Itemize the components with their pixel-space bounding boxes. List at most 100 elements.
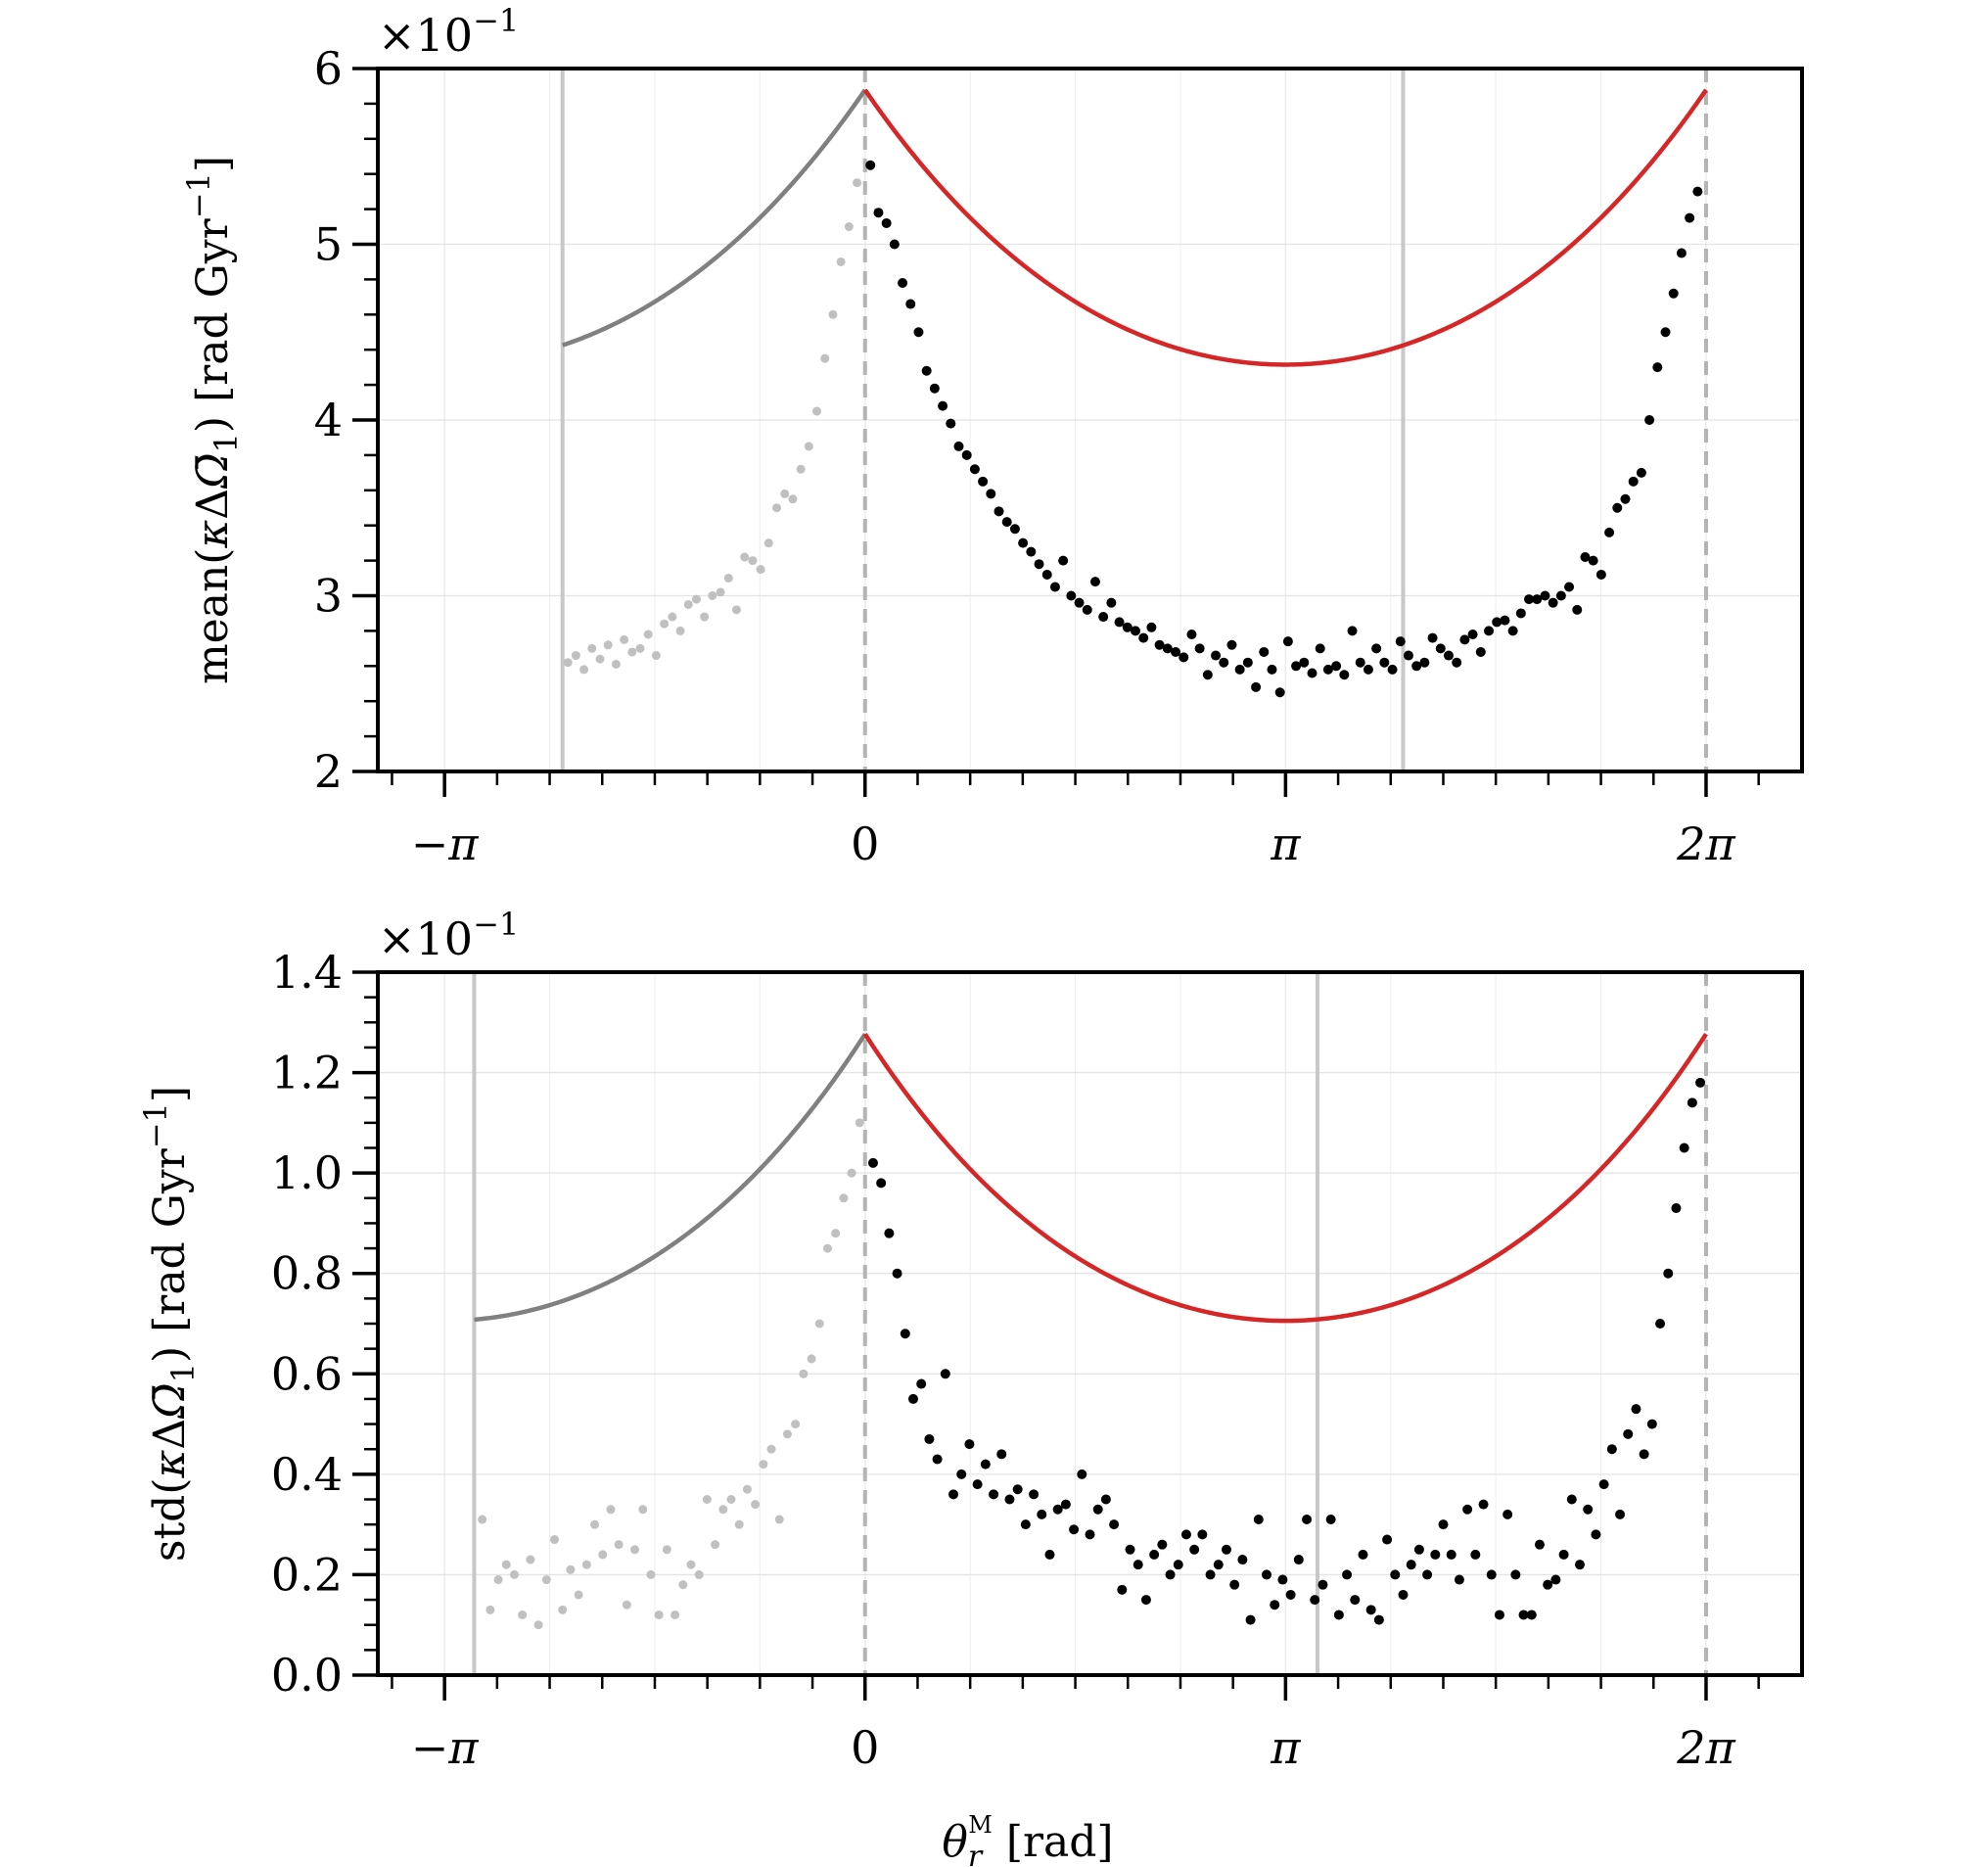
- black-data-point: [1574, 1560, 1585, 1570]
- black-data-point: [1534, 1539, 1545, 1550]
- grey-data-point: [581, 1560, 591, 1569]
- black-data-point: [1339, 670, 1350, 680]
- grey-data-point: [678, 1580, 688, 1590]
- black-data-point: [1598, 1479, 1609, 1490]
- x-tick-label: −π: [411, 1721, 480, 1774]
- black-data-point: [1636, 467, 1646, 478]
- black-data-point: [1114, 617, 1125, 628]
- black-data-point: [1291, 661, 1302, 672]
- black-data-point: [1595, 569, 1606, 580]
- grey-data-point: [716, 587, 725, 597]
- black-data-point: [932, 1454, 943, 1465]
- black-data-point: [1365, 1605, 1376, 1615]
- y-ticks: 0.0 0.2 0.4 0.6 0.8 1.0 1.2 1.4: [271, 946, 378, 1702]
- black-data-point: [884, 1228, 895, 1238]
- grey-data-point: [711, 1540, 720, 1550]
- black-data-point: [900, 1329, 910, 1339]
- black-data-point: [1085, 1529, 1095, 1540]
- black-data-point: [1211, 650, 1222, 661]
- grey-data-point: [836, 257, 846, 266]
- bottom-panel: −π 0 π 2π 0.0 0.2 0.4 0.6 0.8 1.0 1.2 1.4 ×10−1 std(κ…: [137, 906, 1804, 1774]
- grey-data-point: [518, 1610, 528, 1619]
- black-data-point: [1049, 582, 1060, 592]
- black-data-point: [1012, 1484, 1023, 1495]
- black-data-point: [1358, 1549, 1368, 1560]
- black-data-point: [1692, 186, 1703, 197]
- black-data-point: [956, 1469, 967, 1479]
- black-data-point: [1459, 634, 1470, 645]
- black-data-point: [953, 441, 964, 451]
- black-data-point: [1427, 632, 1438, 643]
- grey-data-point: [694, 1569, 704, 1579]
- grey-fit-curve: [562, 88, 867, 348]
- y-tick-label: 3: [314, 570, 343, 623]
- black-data-point: [1475, 646, 1486, 657]
- y-axis-title: std(κΔΩ̄1) [rad Gyr−1]: [137, 1086, 202, 1562]
- black-data-point: [1154, 639, 1165, 650]
- black-data-point: [1270, 1600, 1280, 1610]
- black-data-point: [938, 400, 948, 411]
- black-data-point: [1390, 1569, 1401, 1580]
- black-data-point: [1403, 650, 1413, 661]
- black-data-point: [1245, 1614, 1256, 1625]
- grey-data-point: [742, 1484, 752, 1494]
- grey-data-point: [828, 309, 838, 319]
- black-data-point: [1130, 626, 1140, 636]
- black-data-point: [913, 327, 924, 338]
- black-data-point: [1117, 1584, 1128, 1595]
- grey-data-point: [595, 654, 605, 664]
- black-data-point: [1165, 1569, 1176, 1580]
- y-ticks: 2 3 4 5 6: [314, 42, 378, 798]
- black-data-point: [1467, 629, 1478, 639]
- grey-data-point: [598, 1550, 608, 1560]
- black-data-point: [1318, 1579, 1328, 1590]
- black-data-point: [898, 277, 908, 288]
- black-data-point: [1687, 1097, 1697, 1108]
- black-data-point: [1253, 1515, 1264, 1525]
- grey-data-point: [579, 665, 589, 675]
- grey-data-point: [691, 594, 701, 604]
- black-data-point: [1041, 569, 1052, 580]
- black-data-point: [1277, 1574, 1288, 1585]
- black-data-point: [889, 239, 900, 250]
- grey-data-point: [782, 1429, 792, 1439]
- black-data-point: [1307, 668, 1318, 678]
- black-data-point: [1325, 1515, 1336, 1525]
- black-data-point: [1058, 555, 1069, 566]
- black-data-point: [1194, 643, 1205, 654]
- black-data-point: [1685, 212, 1695, 223]
- grey-data-point: [807, 1354, 816, 1364]
- black-data-point: [1342, 1569, 1353, 1580]
- grey-data-point: [702, 1495, 712, 1504]
- black-data-point: [873, 208, 884, 218]
- grey-data-point: [558, 1605, 568, 1614]
- black-data-point: [1478, 1499, 1489, 1510]
- black-data-point: [994, 506, 1004, 517]
- grey-data-point: [566, 1564, 576, 1574]
- black-data-point: [1623, 1428, 1634, 1439]
- black-data-point: [1462, 1504, 1473, 1515]
- axis-multiplier: ×10−1: [378, 2, 519, 62]
- black-data-point: [946, 418, 956, 429]
- black-data-point: [1443, 650, 1454, 661]
- grey-data-point: [683, 599, 693, 609]
- black-data-point: [1492, 617, 1503, 628]
- black-data-point: [1646, 1419, 1657, 1429]
- black-data-point: [1026, 546, 1037, 557]
- black-data-point: [1242, 657, 1253, 668]
- black-data-point: [1202, 670, 1213, 680]
- black-data-point: [1251, 681, 1262, 692]
- black-data-point: [1302, 1515, 1313, 1525]
- grey-data-point: [587, 643, 597, 653]
- red-fit-curve: [862, 88, 1708, 367]
- black-data-point: [1282, 636, 1293, 647]
- black-data-point: [1387, 664, 1398, 675]
- grey-data-point: [571, 651, 580, 661]
- grey-data-point: [662, 1545, 671, 1555]
- black-data-point: [1140, 1595, 1151, 1606]
- grey-data-point: [654, 1610, 664, 1619]
- black-data-point: [1558, 1549, 1569, 1560]
- black-data-point: [1082, 604, 1092, 615]
- black-data-point: [1069, 1524, 1080, 1535]
- black-data-point: [1588, 555, 1598, 566]
